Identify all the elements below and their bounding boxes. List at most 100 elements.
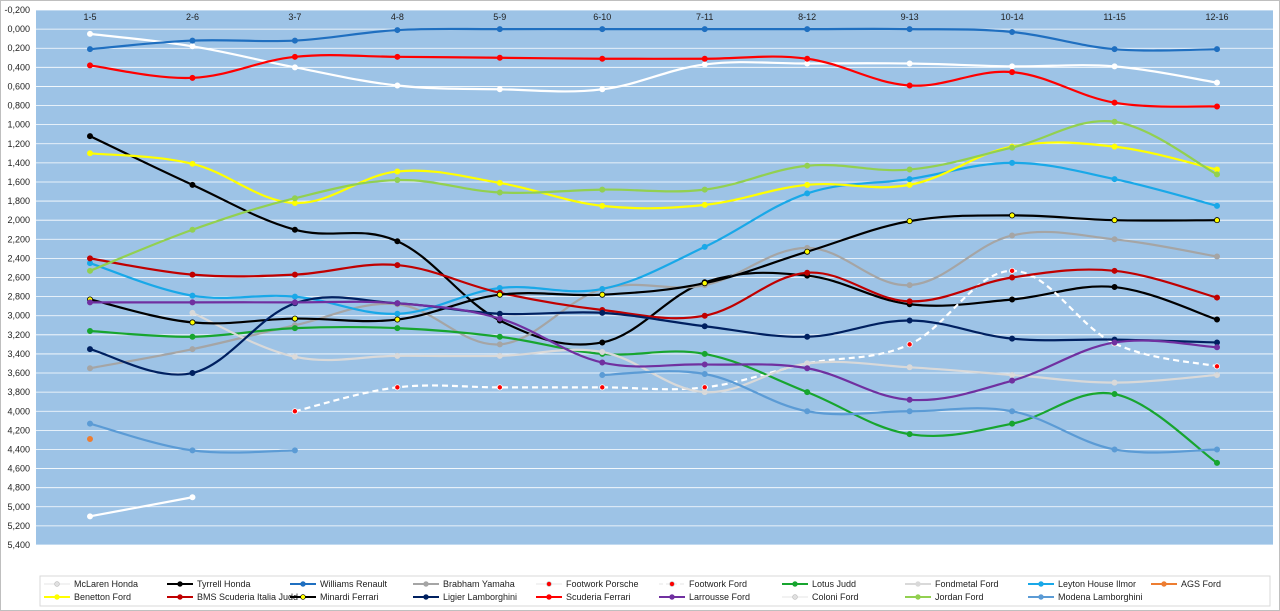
legend-marker [792,594,798,600]
legend-label: Minardi Ferrari [320,592,379,602]
point-modena-lamborghini [87,420,94,427]
x-tick-label: 3-7 [288,12,301,22]
point-footwork-ford [1214,363,1221,370]
point-jordan-ford [701,186,708,193]
point-scuderia-ferrari [496,54,503,61]
point-larrousse-ford [804,365,811,372]
y-tick-labels: -0,200 0,000 0,200 0,400 0,600 0,800 1,000 1,20… [4,5,30,550]
point-fondmetal-ford [394,352,401,359]
point-mclaren-honda [599,86,606,93]
point-lotus-judd [1214,459,1221,466]
point-scuderia-ferrari [701,55,708,62]
legend-marker [915,581,921,587]
point-leyton-house-ilmor [291,293,298,300]
y-tick-label: 5,200 [7,521,30,531]
point-bms-scuderia-italia-judd [1214,294,1221,301]
x-tick-label: 7-11 [696,12,713,22]
point-bms-scuderia-italia-judd [906,298,913,305]
point-benetton-ford [804,181,811,188]
point-jordan-ford [291,195,298,202]
point-leyton-house-ilmor [599,285,606,292]
legend-item-fondmetal-ford: Fondmetal Ford [905,579,999,589]
point-larrousse-ford [291,299,298,306]
legend-label: Footwork Porsche [566,579,639,589]
point-mclaren-honda [291,64,298,71]
point-footwork-ford [291,408,298,415]
point-leyton-house-ilmor [394,310,401,317]
point-brabham-yamaha [1111,236,1118,243]
point-footwork-ford [906,341,913,348]
point-modena-lamborghini [599,371,606,378]
point-williams-renault [701,26,708,33]
legend-item-lotus-judd: Lotus Judd [782,579,856,589]
legend-label: Williams Renault [320,579,388,589]
point-scuderia-ferrari [394,53,401,60]
point-benetton-ford [701,201,708,208]
point-brabham-yamaha [1214,253,1221,260]
point-scuderia-ferrari [804,55,811,62]
point-modena-lamborghini [804,408,811,415]
series-line-leyton-house-ilmor [89,161,1218,315]
point-lotus-judd [291,325,298,332]
x-tick-label: 9-13 [901,12,919,22]
point-jordan-ford [496,189,503,196]
point-larrousse-ford [599,359,606,366]
point-lotus-judd [701,350,708,357]
y-tick-label: 1,600 [7,177,30,187]
point-lotus-judd [394,325,401,332]
point-modena-lamborghini [1009,408,1016,415]
point-mclaren-honda [701,61,708,68]
point-brabham-yamaha [189,346,196,353]
point-jordan-ford [906,166,913,173]
point-scuderia-ferrari [87,62,94,69]
y-tick-label: 3,400 [7,349,30,359]
point-footwork-ford [496,384,503,391]
legend-marker [177,594,183,600]
point-modena-lamborghini [291,447,298,454]
point-williams-renault [189,37,196,44]
point-leyton-house-ilmor [804,190,811,197]
point-mclaren-honda [496,86,503,93]
point-bms-scuderia-italia-judd [1009,274,1016,281]
y-tick-label: 4,000 [7,406,30,416]
legend-marker [669,594,675,600]
legend-item-minardi-ferrari: Minardi Ferrari [290,592,379,602]
legend-item-scuderia-ferrari: Scuderia Ferrari [536,592,631,602]
point-tyrrell-honda [189,181,196,188]
point-larrousse-ford [1009,377,1016,384]
legend-label: Jordan Ford [935,592,984,602]
point-mclaren-honda [189,43,196,50]
point-scuderia-ferrari [189,74,196,81]
point-ags-ford [87,435,94,442]
point-mclaren-honda [906,60,913,67]
point-larrousse-ford [1214,344,1221,351]
x-tick-labels: 1-5 2-6 3-7 4-8 5-9 6-10 7-11 8-12 9-13 10-14 11-1… [83,12,1228,22]
series-line-bms-scuderia-italia-judd [89,257,1218,320]
x-tick-label: 8-12 [798,12,816,22]
point-modena-lamborghini [189,447,196,454]
y-tick-label: 3,600 [7,368,30,378]
series-line-ligier-lamborghini [89,296,1218,376]
point-fondmetal-ford [906,364,913,371]
legend-marker [54,594,60,600]
legend-item-coloni-ford: Coloni Ford [782,592,859,602]
point-fondmetal-ford [1214,371,1221,378]
y-tick-label: 4,800 [7,483,30,493]
point-jordan-ford [1111,118,1118,125]
legend-item-brabham-yamaha: Brabham Yamaha [413,579,515,589]
legend-label: Coloni Ford [812,592,859,602]
point-scuderia-ferrari [599,55,606,62]
y-tick-label: 1,800 [7,196,30,206]
point-footwork-ford [599,384,606,391]
point-jordan-ford [1214,171,1221,178]
point-minardi-ferrari [804,248,811,255]
point-ligier-lamborghini [804,333,811,340]
point-larrousse-ford [496,315,503,322]
point-lotus-judd [496,333,503,340]
x-tick-label: 12-16 [1205,12,1228,22]
legend-label: AGS Ford [1181,579,1221,589]
y-tick-label: 5,000 [7,502,30,512]
legend-marker [669,581,675,587]
point-lotus-judd [189,333,196,340]
point-minardi-ferrari [701,280,708,287]
